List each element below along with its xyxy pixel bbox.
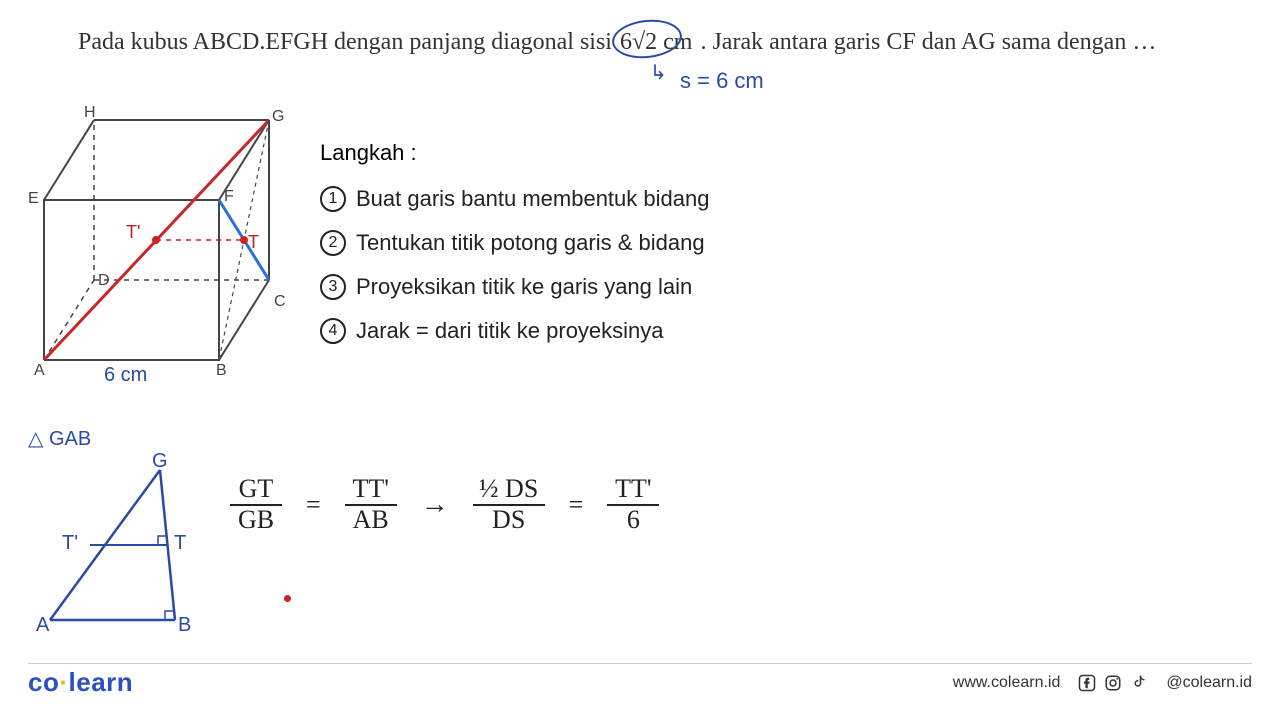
instagram-icon xyxy=(1104,674,1122,692)
tiktok-icon xyxy=(1130,674,1148,692)
footer-divider xyxy=(28,663,1252,664)
brand-dot-icon: · xyxy=(59,667,68,697)
label-H: H xyxy=(84,104,96,122)
triangle-sketch: △ GAB G A B T T' xyxy=(30,430,220,650)
brand-post: learn xyxy=(69,667,134,697)
frac-GT-GB: GT GB xyxy=(230,475,282,534)
step-num-4-icon: 4 xyxy=(320,318,346,344)
steps-heading: Langkah : xyxy=(320,140,1200,166)
tri-label-G: G xyxy=(152,450,168,473)
brand-logo: co·learn xyxy=(28,667,133,698)
label-T: T xyxy=(248,232,259,253)
ratio-equations: GT GB = TT' AB → ½ DS DS = TT' 6 xyxy=(230,475,659,534)
step-4: 4 Jarak = dari titik ke proyeksinya xyxy=(320,318,1200,344)
label-C: C xyxy=(274,293,286,311)
side-length-label: 6 cm xyxy=(104,364,147,387)
den-DS: DS xyxy=(488,506,529,535)
triangle-title: △ GAB xyxy=(28,426,91,451)
steps-list: Langkah : 1 Buat garis bantu membentuk bi… xyxy=(320,140,1200,362)
cube-svg xyxy=(34,110,299,390)
label-D: D xyxy=(98,272,110,290)
den-GB: GB xyxy=(234,506,278,535)
circled-value: 6√2 cm xyxy=(618,24,695,60)
equals-1: = xyxy=(306,490,321,520)
num-halfDS: ½ DS xyxy=(475,475,542,504)
num-TTp: TT' xyxy=(348,475,392,504)
label-F: F xyxy=(224,188,234,206)
label-B: B xyxy=(216,362,227,380)
footer: co·learn www.colearn.id @colearn.id xyxy=(28,667,1252,698)
facebook-icon xyxy=(1078,674,1096,692)
step-3: 3 Proyeksikan titik ke garis yang lain xyxy=(320,274,1200,300)
den-6: 6 xyxy=(623,506,644,535)
num-GT: GT xyxy=(235,475,278,504)
tri-label-Tp: T' xyxy=(62,532,78,555)
question-post: . Jarak antara garis CF dan AG sama deng… xyxy=(700,29,1156,55)
label-E: E xyxy=(28,190,39,208)
footer-url: www.colearn.id xyxy=(953,674,1061,692)
cube-diagram: A B C D E F G H T T' 6 cm xyxy=(34,110,299,390)
frac-TTp-6: TT' 6 xyxy=(607,475,659,534)
step-3-text: Proyeksikan titik ke garis yang lain xyxy=(356,274,692,300)
step-num-2-icon: 2 xyxy=(320,230,346,256)
equals-2: = xyxy=(569,490,584,520)
label-A: A xyxy=(34,362,45,380)
pointer-dot-icon xyxy=(284,595,291,602)
step-num-1-icon: 1 xyxy=(320,186,346,212)
annotation-side: s = 6 cm xyxy=(680,68,764,94)
arrow-icon: → xyxy=(421,489,449,521)
step-1: 1 Buat garis bantu membentuk bidang xyxy=(320,186,1200,212)
step-4-text: Jarak = dari titik ke proyeksinya xyxy=(356,318,664,344)
frac-halfDS-DS: ½ DS DS xyxy=(473,475,545,534)
triangle-svg xyxy=(30,430,220,640)
annotation-arrow-icon: ↳ xyxy=(650,60,667,85)
step-2-text: Tentukan titik potong garis & bidang xyxy=(356,230,705,256)
tri-label-A: A xyxy=(36,614,49,637)
question-pre: Pada kubus ABCD.EFGH dengan panjang diag… xyxy=(78,29,618,55)
footer-right: www.colearn.id @colearn.id xyxy=(953,674,1252,692)
question-text: Pada kubus ABCD.EFGH dengan panjang diag… xyxy=(78,24,1220,60)
step-1-text: Buat garis bantu membentuk bidang xyxy=(356,186,709,212)
footer-handle: @colearn.id xyxy=(1166,674,1252,692)
frac-TTp-AB: TT' AB xyxy=(345,475,397,534)
tri-label-T: T xyxy=(174,532,186,555)
num-TTp-2: TT' xyxy=(611,475,655,504)
tri-label-B: B xyxy=(178,614,191,637)
step-2: 2 Tentukan titik potong garis & bidang xyxy=(320,230,1200,256)
label-G: G xyxy=(272,108,284,126)
social-icons xyxy=(1078,674,1148,692)
den-AB: AB xyxy=(349,506,393,535)
brand-pre: co xyxy=(28,667,59,697)
label-Tprime: T' xyxy=(126,222,140,243)
step-num-3-icon: 3 xyxy=(320,274,346,300)
